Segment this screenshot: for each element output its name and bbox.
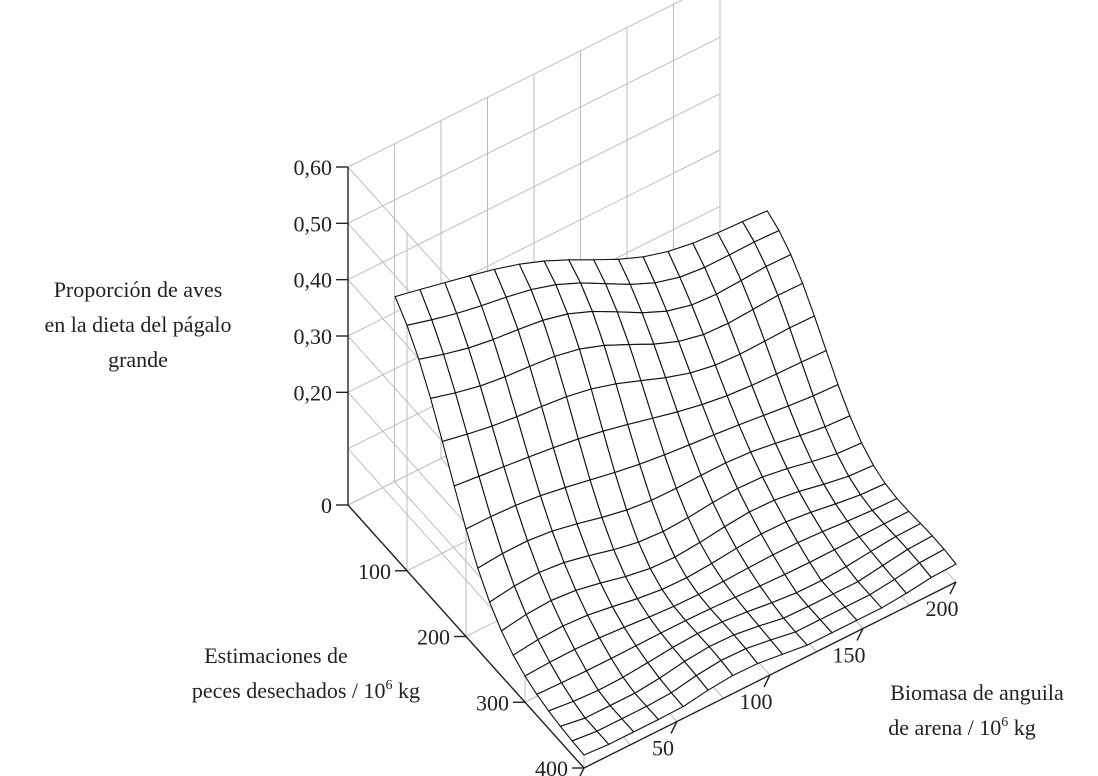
x-axis-title-exponent: 6 xyxy=(1001,715,1008,730)
x-axis-title-line-2: de arena / 106 kg xyxy=(888,715,1036,740)
x-axis-title-text: de arena / 10 xyxy=(888,715,1001,740)
y-axis-title-text: peces desechados / 10 xyxy=(192,678,386,703)
y-tick-label: 100 xyxy=(358,559,391,584)
y-axis-title-line-1: Estimaciones de xyxy=(204,643,348,668)
z-axis-title-line-3: grande xyxy=(108,347,168,372)
x-tick xyxy=(949,581,957,595)
y-tick-label: 200 xyxy=(417,625,450,650)
x-axis-title-line-1: Biomasa de anguila xyxy=(890,680,1064,705)
surface-cell xyxy=(571,730,610,756)
y-axis-title-exponent: 6 xyxy=(386,678,393,693)
x-tick xyxy=(670,721,678,734)
z-tick-label: 0,60 xyxy=(294,155,333,180)
y-axis-title-line-2: peces desechados / 106 kg xyxy=(192,678,420,703)
y-axis-title-unit: kg xyxy=(393,678,421,703)
z-axis-title-line-1: Proporción de aves xyxy=(54,277,223,302)
x-tick-label: 200 xyxy=(926,596,959,621)
z-tick-label: 0 xyxy=(321,493,332,518)
x-tick xyxy=(763,674,771,688)
z-tick-label: 0,30 xyxy=(294,324,333,349)
tick-labels: 00,200,300,400,500,601002003004000501001… xyxy=(294,155,959,776)
surface-mesh xyxy=(394,210,957,756)
x-tick-label: 50 xyxy=(652,736,674,761)
z-tick-label: 0,50 xyxy=(294,211,333,236)
axes xyxy=(336,166,957,776)
x-tick xyxy=(856,628,864,641)
z-tick-label: 0,40 xyxy=(294,268,333,293)
y-tick-label: 400 xyxy=(535,756,568,776)
x-axis-title-unit: kg xyxy=(1008,715,1036,740)
x-tick-label: 100 xyxy=(740,689,773,714)
z-tick-label: 0,20 xyxy=(294,380,333,405)
x-tick xyxy=(579,767,585,776)
z-axis-title-line-2: en la dieta del págalo xyxy=(45,312,232,337)
y-tick-label: 300 xyxy=(476,690,509,715)
x-tick-label: 150 xyxy=(833,643,866,668)
